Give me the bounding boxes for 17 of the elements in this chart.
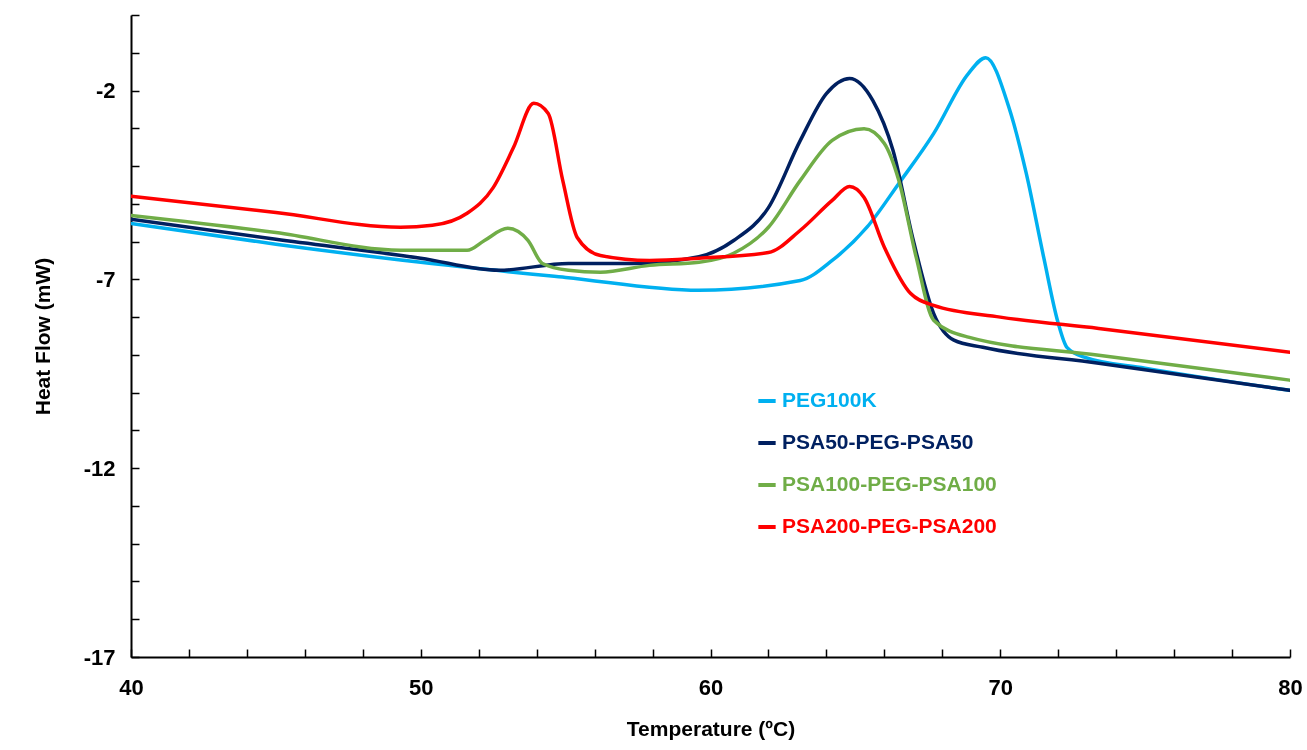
y-tick-label: -12 xyxy=(83,455,116,481)
line-series xyxy=(131,101,1290,354)
x-axis-title: Temperature (ºC) xyxy=(626,716,796,740)
x-tick-label: 80 xyxy=(1278,674,1303,700)
legend-label: PSA200-PEG-PSA200 xyxy=(782,514,997,537)
x-tick-label: 50 xyxy=(409,674,434,700)
legend-label: PSA50-PEG-PSA50 xyxy=(782,430,974,453)
line-series xyxy=(131,126,1290,382)
y-tick-label: -7 xyxy=(95,266,116,292)
x-tick-label: 40 xyxy=(119,674,144,700)
x-tick-label: 60 xyxy=(698,674,724,700)
legend-label: PEG100K xyxy=(782,388,877,411)
y-tick-label: -2 xyxy=(95,78,116,104)
legend-label: PSA100-PEG-PSA100 xyxy=(782,472,997,495)
y-tick-label: -17 xyxy=(83,644,116,670)
y-axis-title: Heat Flow (mW) xyxy=(30,257,54,416)
x-tick-label: 70 xyxy=(988,674,1013,700)
